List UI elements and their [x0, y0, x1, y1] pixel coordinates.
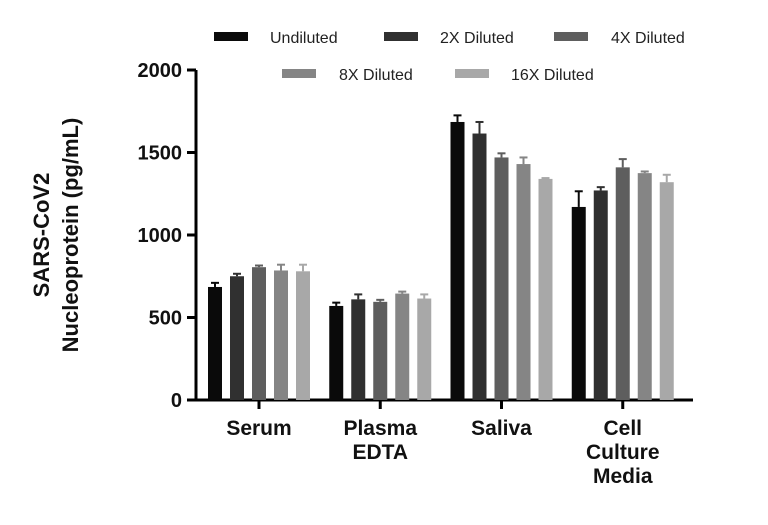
bars [208, 121, 674, 400]
x-category-label: Saliva [471, 417, 532, 440]
y-tick-label: 1000 [138, 225, 183, 247]
bar [659, 182, 674, 400]
bar [208, 286, 222, 400]
y-tick-label: 2000 [138, 60, 183, 82]
legend-label: 16X Diluted [511, 67, 594, 84]
x-category-label: Plasma [343, 417, 417, 440]
x-category-label: Culture [586, 441, 660, 464]
y-axis-title-line: Nucleoprotein (pg/mL) [58, 118, 83, 353]
legend-label: 8X Diluted [339, 67, 413, 84]
bar [450, 121, 465, 400]
bar [494, 157, 509, 400]
legend-swatch [282, 69, 316, 78]
legend: Undiluted 2X Diluted 4X Diluted 8X Diluted 1… [214, 30, 685, 84]
bar [395, 293, 410, 400]
legend-swatch [455, 69, 489, 78]
x-category-label: EDTA [352, 441, 408, 464]
bar [615, 167, 630, 400]
x-category-label: Media [593, 465, 653, 488]
bar [417, 298, 432, 400]
bar [296, 271, 310, 400]
legend-label: 4X Diluted [611, 30, 685, 47]
bar [329, 305, 344, 400]
bar [637, 173, 652, 400]
bar [351, 299, 366, 400]
x-category-label: Serum [226, 417, 291, 440]
bar [472, 133, 487, 400]
legend-label: 2X Diluted [440, 30, 514, 47]
error-bars [211, 114, 671, 306]
legend-swatch [554, 32, 588, 41]
y-tick-label: 1500 [138, 143, 183, 165]
bar [373, 301, 388, 400]
bar [571, 206, 586, 400]
bar [274, 270, 288, 400]
y-tick-label: 500 [149, 308, 182, 330]
legend-swatch [384, 32, 418, 41]
legend-swatch [214, 32, 248, 41]
x-category-label: Cell [603, 417, 642, 440]
legend-label: Undiluted [270, 30, 338, 47]
bar [252, 267, 266, 400]
bar [593, 190, 608, 400]
y-axis-title: SARS-CoV2 Nucleoprotein (pg/mL) [29, 118, 83, 353]
bar [538, 178, 553, 400]
y-axis: 0 500 1000 1500 2000 [138, 60, 198, 412]
y-axis-title-line: SARS-CoV2 [29, 173, 54, 298]
bar [230, 276, 244, 400]
bar [516, 164, 531, 400]
y-tick-label: 0 [171, 390, 182, 412]
